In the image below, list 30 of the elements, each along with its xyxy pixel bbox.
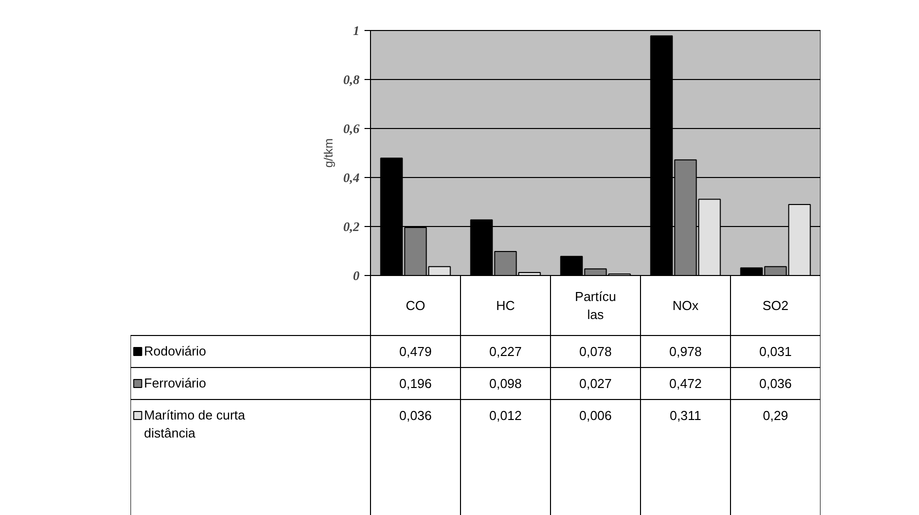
data-label: 0,978 [669,344,702,359]
data-label: 0,036 [759,376,792,391]
x-tick-label: SO2 [762,298,789,313]
y-tick-label: 0,8 [343,72,360,87]
legend-label: Rodoviário [144,344,206,358]
data-label: 0,006 [579,408,612,423]
data-label: 0,479 [399,344,432,359]
x-tick-label: Partícu las [574,289,616,322]
y-axis-title: g/tkm [321,138,336,168]
data-label: 0,472 [669,376,702,391]
x-tick-label: HC [496,298,515,313]
data-label: 0,036 [399,408,432,423]
y-tick-label: 1 [353,23,360,38]
data-label: 0,227 [489,344,522,359]
y-tick-label: 0,2 [343,219,360,234]
legend-label: Marítimo de curta distância [144,408,246,440]
legend-label: Ferroviário [144,376,206,390]
y-tick-label: 0,6 [343,121,360,136]
data-label: 0,031 [759,344,792,359]
data-label: 0,29 [762,408,788,423]
data-label: 0,027 [579,376,612,391]
x-tick-label: NOx [672,298,699,313]
data-label: 0,311 [670,408,702,423]
data-label: 0,078 [579,344,612,359]
x-tick-label: CO [406,298,426,313]
y-tick-label: 0,4 [343,170,360,185]
data-label: 0,012 [489,408,522,423]
y-tick-label: 0 [353,268,360,283]
data-label: 0,196 [399,376,432,391]
data-label: 0,098 [489,376,522,391]
